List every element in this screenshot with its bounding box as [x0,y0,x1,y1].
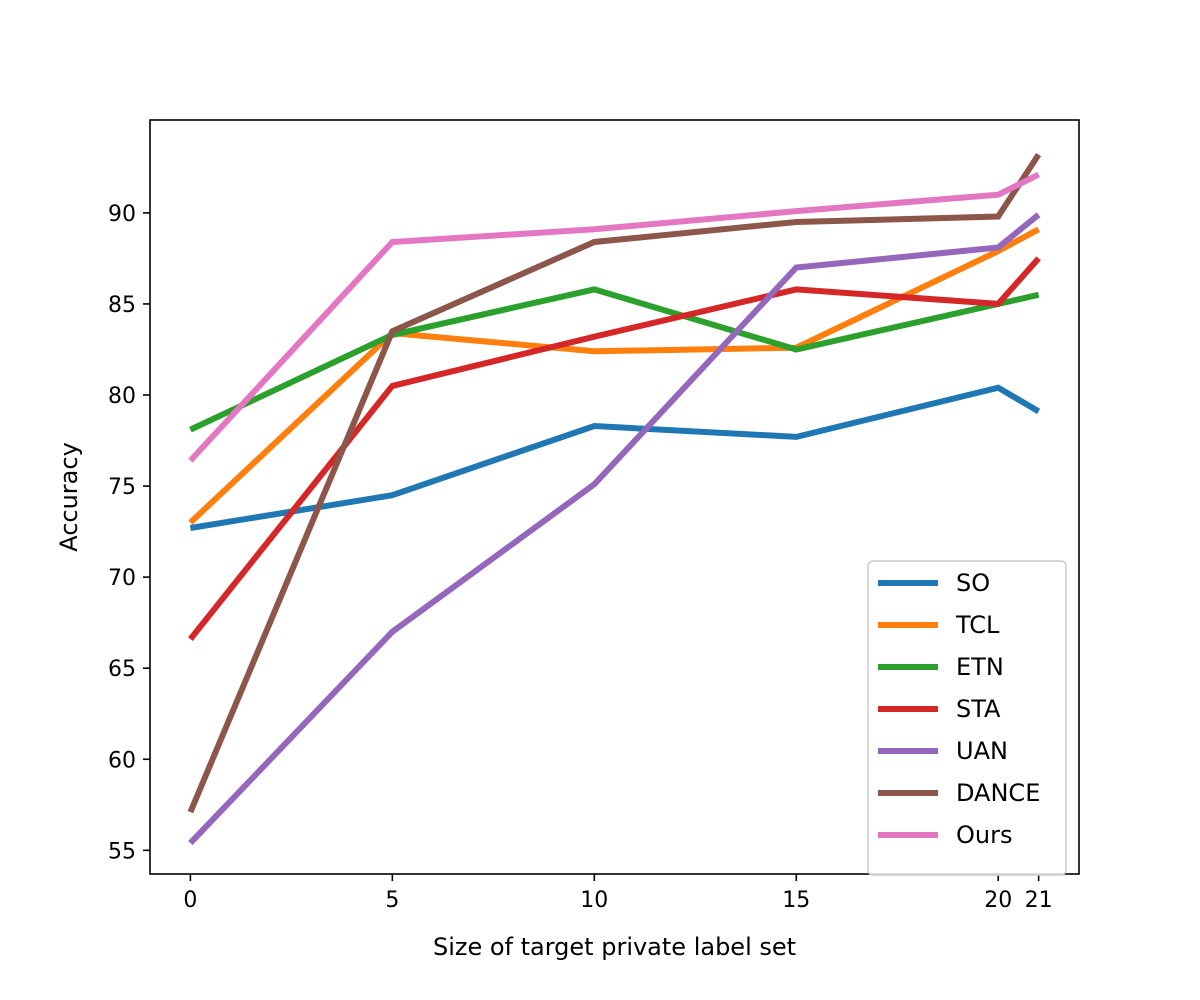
series-line-sta [188,256,1041,641]
legend-label-ours: Ours [956,821,1012,849]
legend-label-etn: ETN [956,653,1004,681]
x-tick-label: 15 [782,888,810,913]
series-line-so [189,384,1041,531]
x-tick-label: 10 [580,888,608,913]
y-tick-label: 65 [108,657,136,682]
legend-label-so: SO [956,569,990,597]
y-tick-label: 85 [108,293,136,318]
legend-label-uan: UAN [956,737,1008,765]
series-line-dance [187,152,1042,814]
plot-frame [149,119,1080,875]
y-tick-label: 60 [108,748,136,773]
series-line-tcl [188,226,1041,525]
y-tick-label: 70 [108,566,136,591]
plot-lines [187,152,1042,846]
legend-label-tcl: TCL [955,611,1000,639]
y-tick-label: 55 [108,839,136,864]
series-line-etn [189,286,1040,433]
y-tick-label: 75 [108,475,136,500]
y-axis: 55 60 65 70 75 80 85 90 [108,202,150,864]
legend-box [867,560,1067,876]
x-tick-label: 5 [385,888,399,913]
x-axis-label: Size of target private label set [433,933,796,961]
series-line-ours [188,171,1040,463]
x-axis: 0 5 10 15 20 21 [183,874,1053,913]
x-tick-label: 0 [183,888,197,913]
legend-label-dance: DANCE [956,779,1040,807]
x-tick-label: 21 [1025,888,1053,913]
y-tick-label: 90 [108,202,136,227]
y-axis-label: Accuracy [55,442,83,552]
y-tick-label: 80 [108,384,136,409]
x-tick-label: 20 [984,888,1012,913]
legend: SO TCL ETN STA UAN DANCE Ours [867,560,1067,876]
series-line-uan [188,212,1041,846]
legend-label-sta: STA [956,695,1001,723]
